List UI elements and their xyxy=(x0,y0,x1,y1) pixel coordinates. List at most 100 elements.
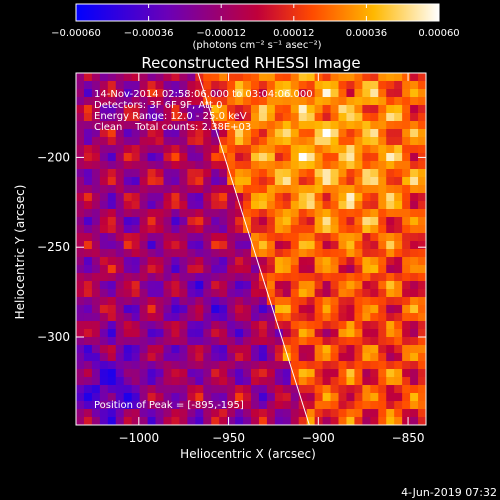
heatmap-cell xyxy=(203,401,212,410)
heatmap-cell xyxy=(107,73,117,82)
heatmap-cell xyxy=(163,361,173,370)
heatmap-cell xyxy=(298,201,308,210)
heatmap-cell xyxy=(266,257,276,266)
heatmap-cell xyxy=(346,137,356,146)
heatmap-cell xyxy=(91,249,101,258)
heatmap-cell xyxy=(362,193,371,202)
heatmap-cell xyxy=(258,385,268,394)
heatmap-cell xyxy=(203,193,212,202)
heatmap-cell xyxy=(243,305,252,314)
heatmap-cell xyxy=(163,345,173,354)
heatmap-cell xyxy=(370,97,379,106)
heatmap-cell xyxy=(322,265,332,274)
heatmap-cell xyxy=(354,393,363,402)
heatmap-cell xyxy=(179,281,188,290)
heatmap-cell xyxy=(338,225,348,234)
heatmap-cell xyxy=(187,193,196,202)
heatmap-cell xyxy=(338,113,348,122)
heatmap-cell xyxy=(123,201,133,210)
heatmap-cell xyxy=(83,225,93,234)
heatmap-cell xyxy=(362,249,371,258)
heatmap-cell xyxy=(266,169,276,178)
heatmap-cell xyxy=(274,121,284,130)
heatmap-cell xyxy=(76,81,85,90)
heatmap-cell xyxy=(394,129,403,138)
heatmap-cell xyxy=(410,361,419,370)
heatmap-cell xyxy=(195,193,204,202)
heatmap-cell xyxy=(266,281,276,290)
heatmap-cell xyxy=(258,145,268,154)
heatmap-cell xyxy=(354,337,363,346)
heatmap-cell xyxy=(338,81,348,90)
heatmap-cell xyxy=(282,393,292,402)
heatmap-cell xyxy=(211,361,220,370)
heatmap-cell xyxy=(123,337,133,346)
heatmap-cell xyxy=(402,393,411,402)
heatmap-cell xyxy=(370,361,379,370)
heatmap-cell xyxy=(227,305,236,314)
heatmap-cell xyxy=(91,329,101,338)
heatmap-cell xyxy=(76,185,85,194)
heatmap-cell xyxy=(99,393,109,402)
heatmap-cell xyxy=(362,321,371,330)
heatmap-cell xyxy=(370,337,379,346)
heatmap-cell xyxy=(370,89,379,98)
heatmap-cell xyxy=(402,337,411,346)
heatmap-cell xyxy=(274,233,284,242)
heatmap-cell xyxy=(251,329,260,338)
heatmap-cell xyxy=(123,329,133,338)
heatmap-cell xyxy=(354,177,363,186)
heatmap-cell xyxy=(378,249,387,258)
heatmap-cell xyxy=(290,393,300,402)
heatmap-cell xyxy=(203,313,212,322)
heatmap-cell xyxy=(99,177,109,186)
heatmap-cell xyxy=(394,409,403,418)
heatmap-cell xyxy=(402,321,411,330)
heatmap-cell xyxy=(378,401,387,410)
heatmap-cell xyxy=(394,249,403,258)
heatmap-cell xyxy=(123,393,133,402)
heatmap-cell xyxy=(171,385,181,394)
heatmap-cell xyxy=(314,161,324,170)
heatmap-cell xyxy=(298,169,308,178)
heatmap-cell xyxy=(314,89,324,98)
heatmap-cell xyxy=(410,201,419,210)
heatmap-cell xyxy=(338,297,348,306)
heatmap-cell xyxy=(378,273,387,282)
heatmap-cell xyxy=(235,225,244,234)
heatmap-cell xyxy=(243,353,252,362)
heatmap-cell xyxy=(258,313,268,322)
heatmap-cell xyxy=(187,217,196,226)
heatmap-cell xyxy=(195,201,204,210)
y-tick-label: −250 xyxy=(37,240,70,254)
heatmap-cell xyxy=(195,305,204,314)
heatmap-cell xyxy=(115,209,125,218)
heatmap-cell xyxy=(107,97,117,106)
heatmap-cell xyxy=(235,281,244,290)
heatmap-cell xyxy=(107,361,117,370)
heatmap-cell xyxy=(274,297,284,306)
heatmap-cell xyxy=(290,225,300,234)
heatmap-cell xyxy=(282,129,292,138)
heatmap-cell xyxy=(76,89,85,98)
heatmap-cell xyxy=(370,305,379,314)
heatmap-cell xyxy=(346,97,356,106)
heatmap-cell xyxy=(386,369,395,378)
heatmap-cell xyxy=(338,201,348,210)
heatmap-cell xyxy=(235,73,244,82)
heatmap-cell xyxy=(314,409,324,418)
heatmap-cell xyxy=(155,321,165,330)
heatmap-cell xyxy=(147,265,157,274)
heatmap-cell xyxy=(155,361,165,370)
x-axis-label: Heliocentric X (arcsec) xyxy=(180,447,316,461)
heatmap-cell xyxy=(163,249,173,258)
heatmap-cell xyxy=(314,249,324,258)
heatmap-cell xyxy=(227,345,236,354)
heatmap-cell xyxy=(330,353,340,362)
heatmap-cell xyxy=(322,289,332,298)
heatmap-cell xyxy=(115,345,125,354)
heatmap-cell xyxy=(410,249,419,258)
heatmap-cell xyxy=(147,313,157,322)
heatmap-cell xyxy=(418,369,426,378)
heatmap-cell xyxy=(282,417,292,425)
